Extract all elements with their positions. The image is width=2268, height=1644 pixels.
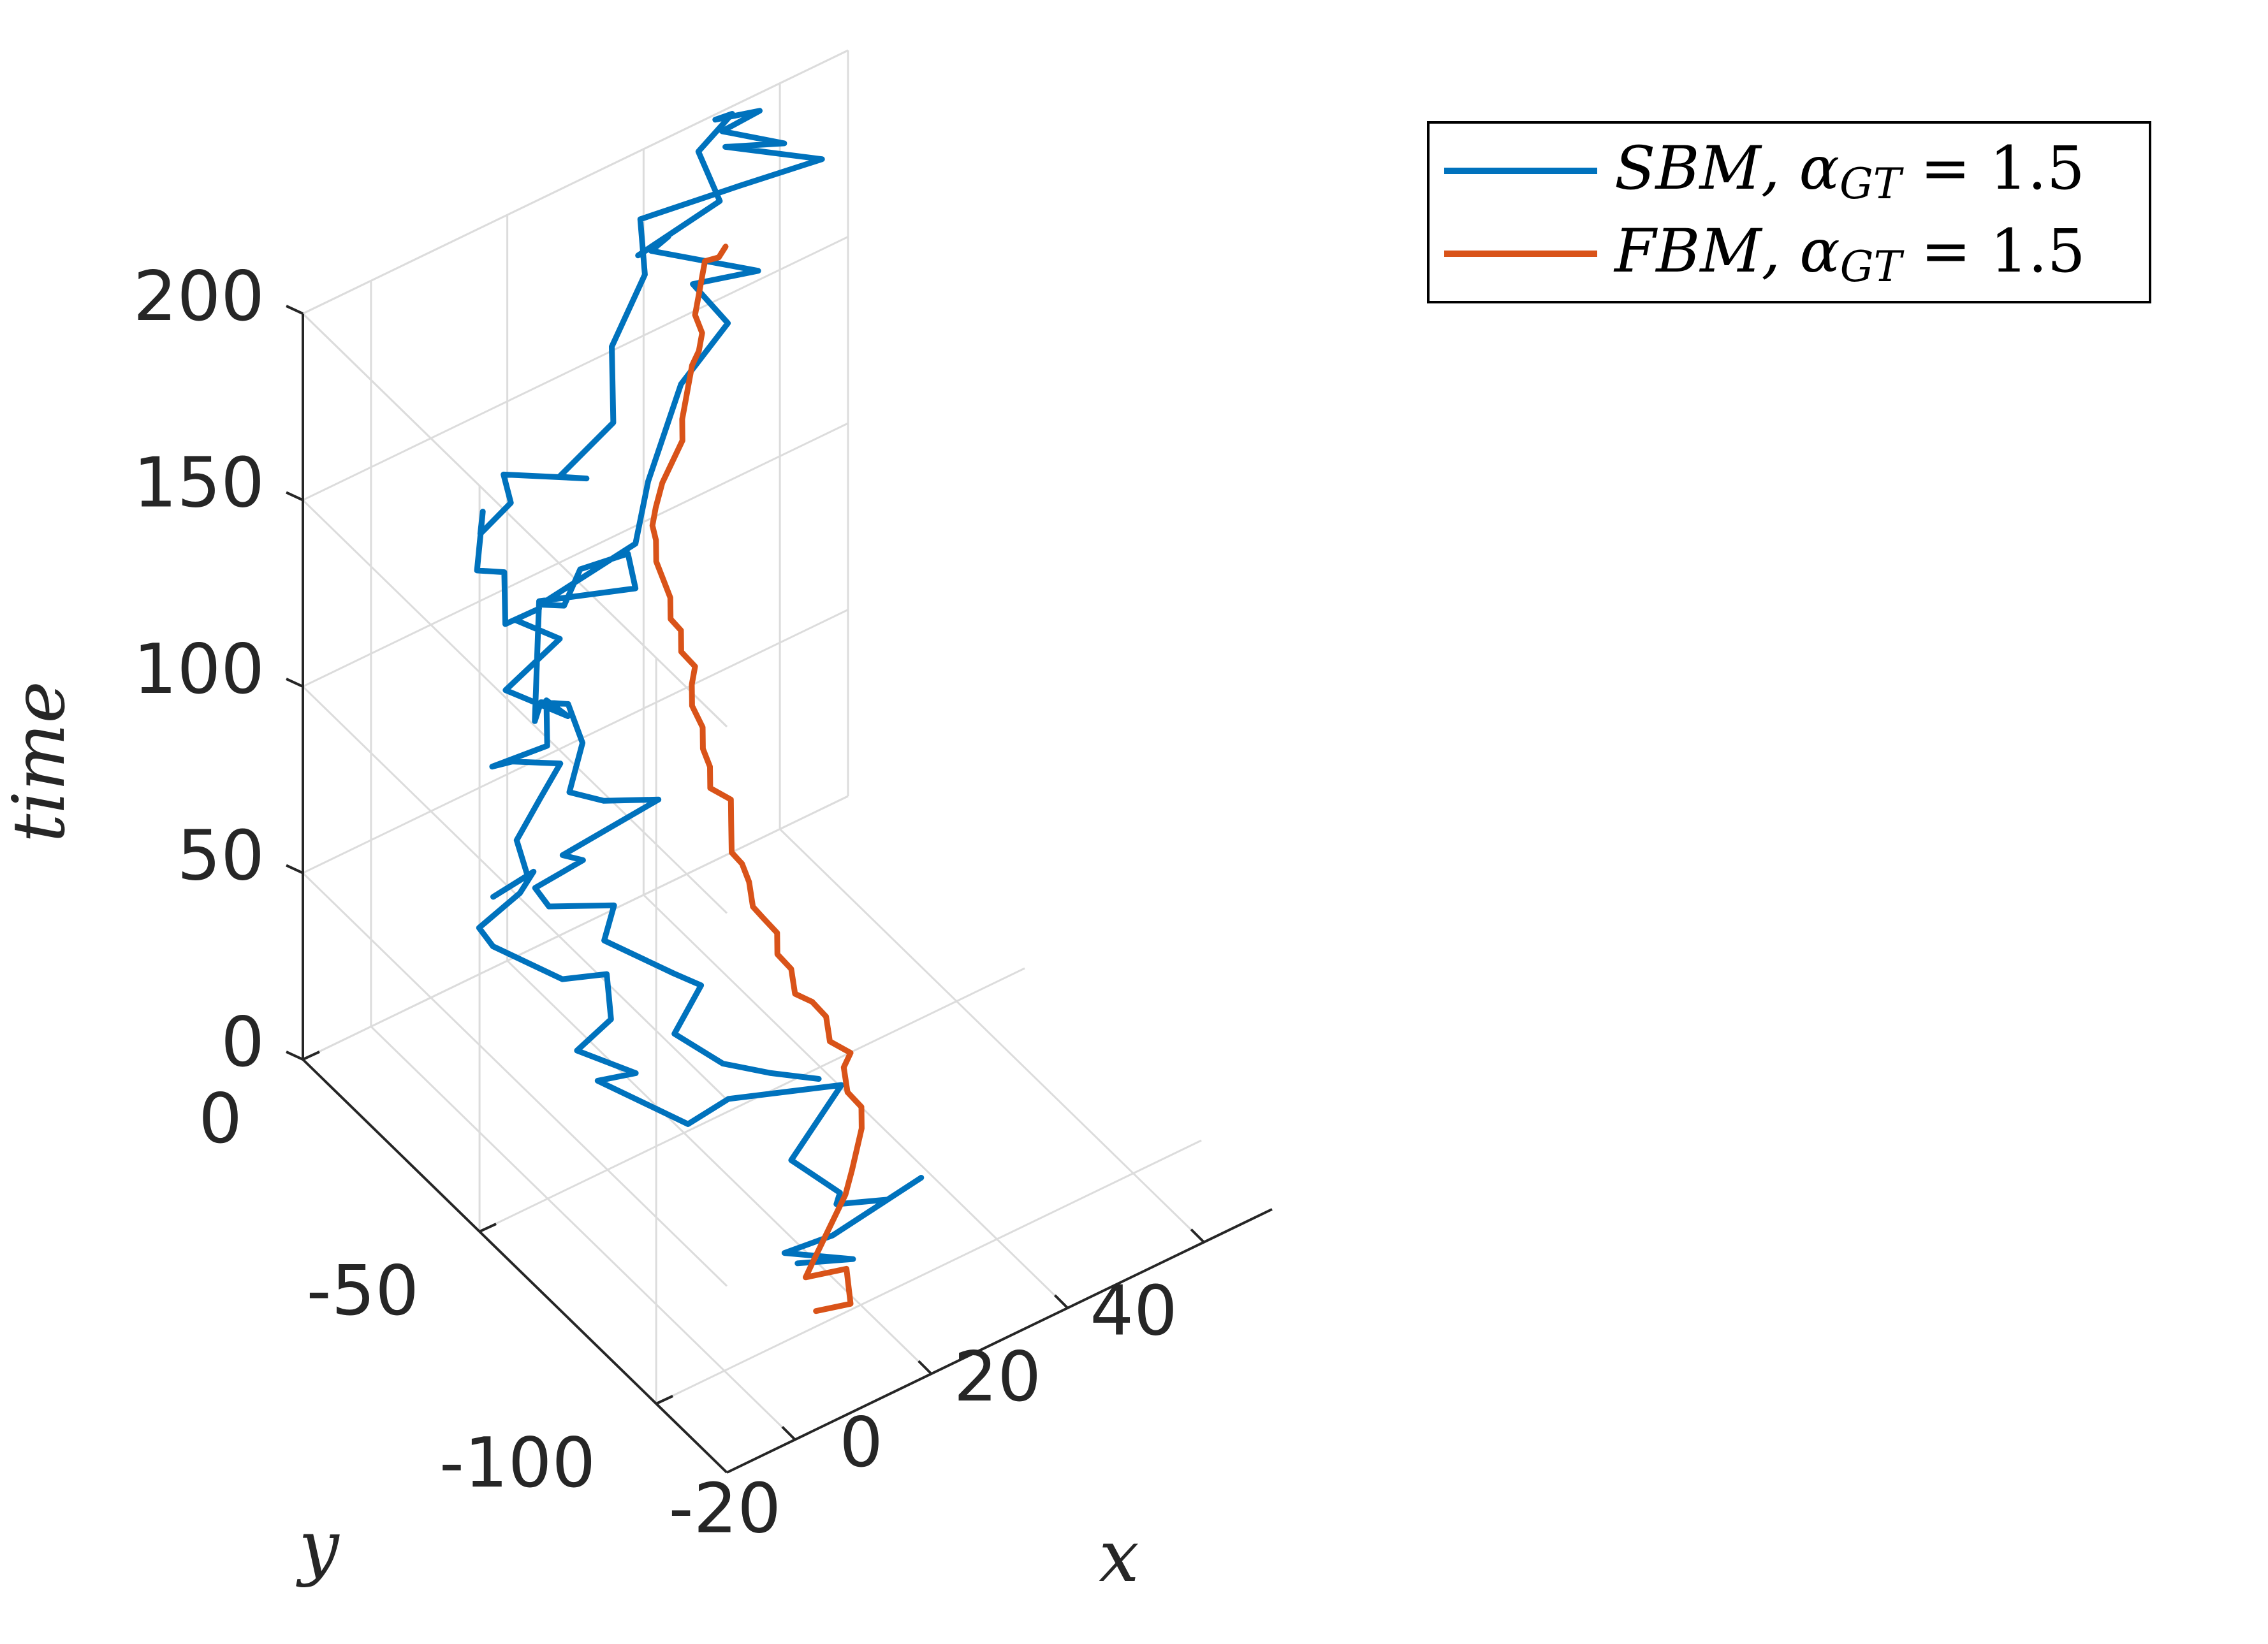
grid-line-x-floor [506,960,932,1375]
tick-labels: -20 0 20 40 0 -50 -100 0 50 100 150 200 [133,257,1178,1548]
grid-lines [302,49,1205,1474]
x-tick-mark [1053,1294,1069,1309]
grid-line-z-back-wall [302,236,849,501]
x-axis-line [726,1208,1273,1474]
grid-line-z-left-wall [302,685,728,1101]
x-tick-label: 20 [954,1337,1041,1417]
z-tick-mark [286,1051,304,1061]
legend-entry-sbm-value: = 1.5 [1901,134,2085,203]
grid-line-y-floor [655,1139,1202,1405]
grid-line-z-left-wall [302,872,728,1287]
series-line-sbm [474,108,925,1267]
x-tick-mark [781,1425,796,1441]
legend-entry-fbm-subscript: GT [1840,242,1905,291]
box-edge [302,312,728,728]
z-tick-label: 100 [133,630,265,709]
grid-line-x-floor [779,828,1205,1243]
z-tick-mark [286,864,304,875]
z-tick-mark [286,491,304,502]
y-tick-mark [655,1395,674,1405]
box-edge [302,49,849,315]
legend-box [1427,121,2151,303]
series-line-fbm [649,244,865,1314]
grid-line-x-floor [370,1026,796,1441]
grid-line-z-back-wall [302,609,849,874]
legend-entry-fbm-main: FBM, α [1613,217,1840,286]
y-tick-mark [479,1223,497,1233]
y-axis-label: y [295,1506,340,1589]
x-tick-label: -20 [669,1469,781,1548]
x-tick-mark [1190,1228,1205,1244]
y-tick-label: 0 [198,1079,242,1159]
z-tick-label: 150 [133,444,265,523]
legend-entry-fbm: FBM, αGT = 1.5 [1613,217,2086,291]
z-tick-label: 0 [221,1003,265,1082]
y-tick-mark [302,1051,320,1061]
legend-entry-sbm-subscript: GT [1840,159,1905,208]
grid-line-z-left-wall [302,499,728,914]
z-tick-mark [286,305,304,315]
axes [286,305,1273,1474]
y-tick-label: -100 [439,1423,596,1503]
z-tick-label: 50 [177,817,265,896]
x-axis-label: x [1099,1515,1139,1598]
z-tick-label: 200 [133,257,265,337]
x-tick-label: 40 [1090,1272,1177,1351]
x-tick-mark [918,1360,933,1375]
grid-line-z-back-wall [302,795,849,1061]
legend-entry-sbm-main: SBM, α [1614,134,1840,203]
series-lines [474,108,925,1314]
z-tick-mark [286,678,304,688]
y-tick-label: -50 [307,1251,419,1331]
x-tick-label: 0 [839,1403,883,1483]
z-axis-label: time [0,681,81,842]
legend-entry-fbm-value: = 1.5 [1902,217,2086,286]
grid-line-y-floor [479,967,1025,1233]
legend: SBM, αGT = 1.5 FBM, αGT = 1.5 [1427,121,2151,303]
legend-entry-sbm: SBM, αGT = 1.5 [1614,134,2085,208]
grid-line-z-back-wall [302,422,849,688]
